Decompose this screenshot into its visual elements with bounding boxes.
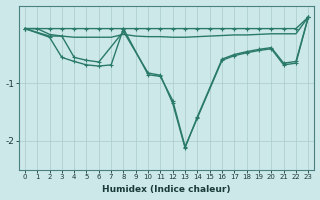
X-axis label: Humidex (Indice chaleur): Humidex (Indice chaleur) bbox=[102, 185, 231, 194]
